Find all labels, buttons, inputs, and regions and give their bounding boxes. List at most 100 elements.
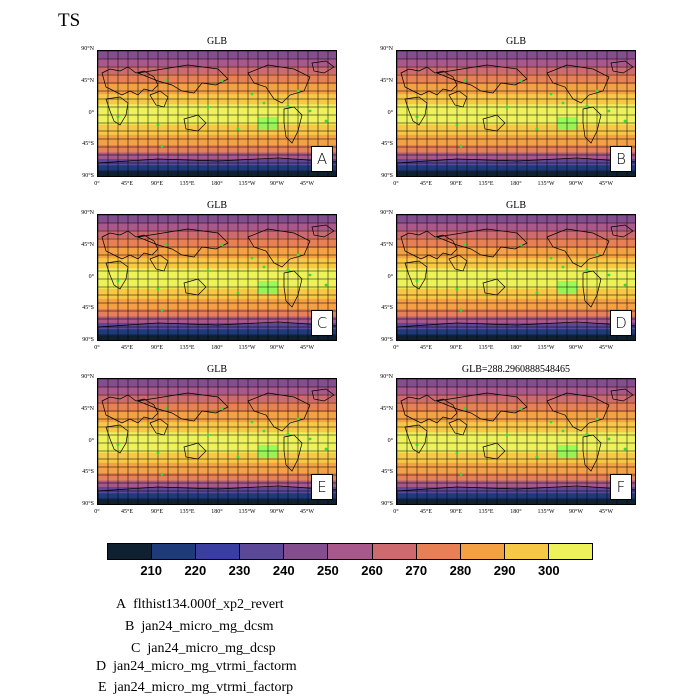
coastline	[435, 228, 528, 258]
longitude-label: 90°W	[269, 509, 285, 515]
longitude-label: 135°W	[238, 181, 256, 187]
coastline	[101, 66, 159, 96]
station-dot	[220, 79, 224, 83]
coastline	[101, 230, 159, 260]
station-dot	[324, 119, 328, 123]
latitude-label: 45°S	[82, 141, 94, 148]
temperature-band	[397, 171, 635, 176]
map-plot	[97, 214, 337, 341]
coastline	[247, 64, 311, 104]
colorbar-tick-label: 210	[140, 563, 163, 578]
coastline	[136, 392, 229, 422]
latitude-label: 45°N	[81, 77, 94, 84]
latitude-label: 90°N	[380, 46, 393, 52]
longitude-label: 90°E	[449, 181, 463, 187]
station-dot	[286, 104, 290, 108]
legend-line-a: A flthist134.000f_xp2_revert	[116, 597, 284, 613]
legend-name: jan24_micro_mg_vtrmi_factorm	[113, 659, 297, 674]
longitude-label: 90°E	[150, 345, 164, 351]
temperature-band	[98, 248, 336, 259]
panel-title: GLB=288.2960888548465	[461, 364, 571, 375]
station-dot	[505, 105, 509, 109]
temperature-band	[98, 329, 336, 337]
temperature-band	[397, 230, 635, 239]
longitude-label: 180°	[510, 181, 522, 187]
longitude-label: 135°E	[478, 181, 494, 187]
station-dot	[459, 472, 463, 476]
temperature-band	[397, 480, 635, 488]
latitude-label: 0°	[88, 273, 94, 280]
station-dot	[595, 253, 599, 257]
temperature-band	[397, 335, 635, 340]
temperature-field	[98, 215, 336, 340]
coastline	[105, 424, 129, 454]
longitude-label: 45°W	[299, 509, 315, 515]
station-dot	[585, 432, 589, 436]
temperature-band	[397, 422, 635, 433]
station-dot	[164, 78, 168, 82]
latitude-label: 45°S	[381, 141, 393, 148]
station-dot	[535, 127, 539, 131]
temperature-band	[98, 480, 336, 488]
longitude-label: 90°W	[568, 181, 584, 187]
temperature-band	[98, 73, 336, 85]
station-dot	[308, 437, 312, 441]
longitude-label: 45°E	[120, 509, 134, 515]
colorbar-segment	[548, 544, 593, 559]
temperature-band	[98, 472, 336, 482]
coastline	[582, 270, 602, 308]
longitude-label: 45°W	[598, 181, 614, 187]
station-dot	[459, 308, 463, 312]
coastline	[610, 388, 634, 402]
station-dot	[116, 443, 120, 447]
temperature-band	[98, 308, 336, 318]
legend-line-c: C jan24_micro_mg_dcsp	[131, 641, 276, 657]
station-dot	[607, 273, 611, 277]
station-dot	[505, 433, 509, 437]
station-dot	[262, 101, 266, 105]
coastline	[397, 157, 635, 176]
station-dot	[116, 115, 120, 119]
legend-letter: A	[116, 597, 127, 612]
station-dot	[308, 109, 312, 113]
temperature-band	[98, 158, 336, 166]
panel-title: GLB	[207, 200, 227, 211]
temperature-band	[98, 462, 336, 474]
colorbar-tick-label: 300	[537, 563, 560, 578]
latitude-label: 90°S	[82, 501, 94, 507]
temperature-band	[397, 222, 635, 231]
colorbar-tick-label: 290	[493, 563, 516, 578]
station-dot	[595, 417, 599, 421]
station-dot	[250, 92, 254, 96]
station-dot	[463, 242, 467, 246]
temperature-band	[397, 237, 635, 249]
longitude-label: 45°E	[419, 509, 433, 515]
legend-letter: D	[96, 659, 107, 674]
coastline	[404, 96, 428, 126]
temperature-band	[397, 452, 635, 464]
longitude-label: 90°W	[568, 345, 584, 351]
latitude-label: 0°	[387, 109, 393, 116]
station-dot	[561, 429, 565, 433]
longitude-label: 135°E	[179, 509, 195, 515]
temperature-field	[98, 379, 336, 504]
latitude-label: 45°N	[81, 405, 94, 412]
panel-title: GLB	[506, 200, 526, 211]
station-dot	[156, 123, 160, 127]
longitude-label: 180°	[510, 509, 522, 515]
legend-line-d: D jan24_micro_mg_vtrmi_factorm	[96, 659, 297, 675]
colorbar-tick-label: 220	[184, 563, 207, 578]
coastline	[101, 394, 159, 424]
temperature-band	[98, 66, 336, 75]
station-dot	[623, 447, 627, 451]
latitude-label: 0°	[387, 273, 393, 280]
station-dot	[519, 243, 523, 247]
colorbar-tick-label: 250	[317, 563, 339, 578]
temperature-band	[397, 308, 635, 318]
temperature-band	[397, 412, 635, 423]
coastline	[448, 418, 468, 436]
colorbar-segment	[328, 544, 373, 559]
panel-letter: A	[311, 146, 333, 172]
station-dot	[455, 287, 459, 291]
temperature-band	[397, 248, 635, 259]
